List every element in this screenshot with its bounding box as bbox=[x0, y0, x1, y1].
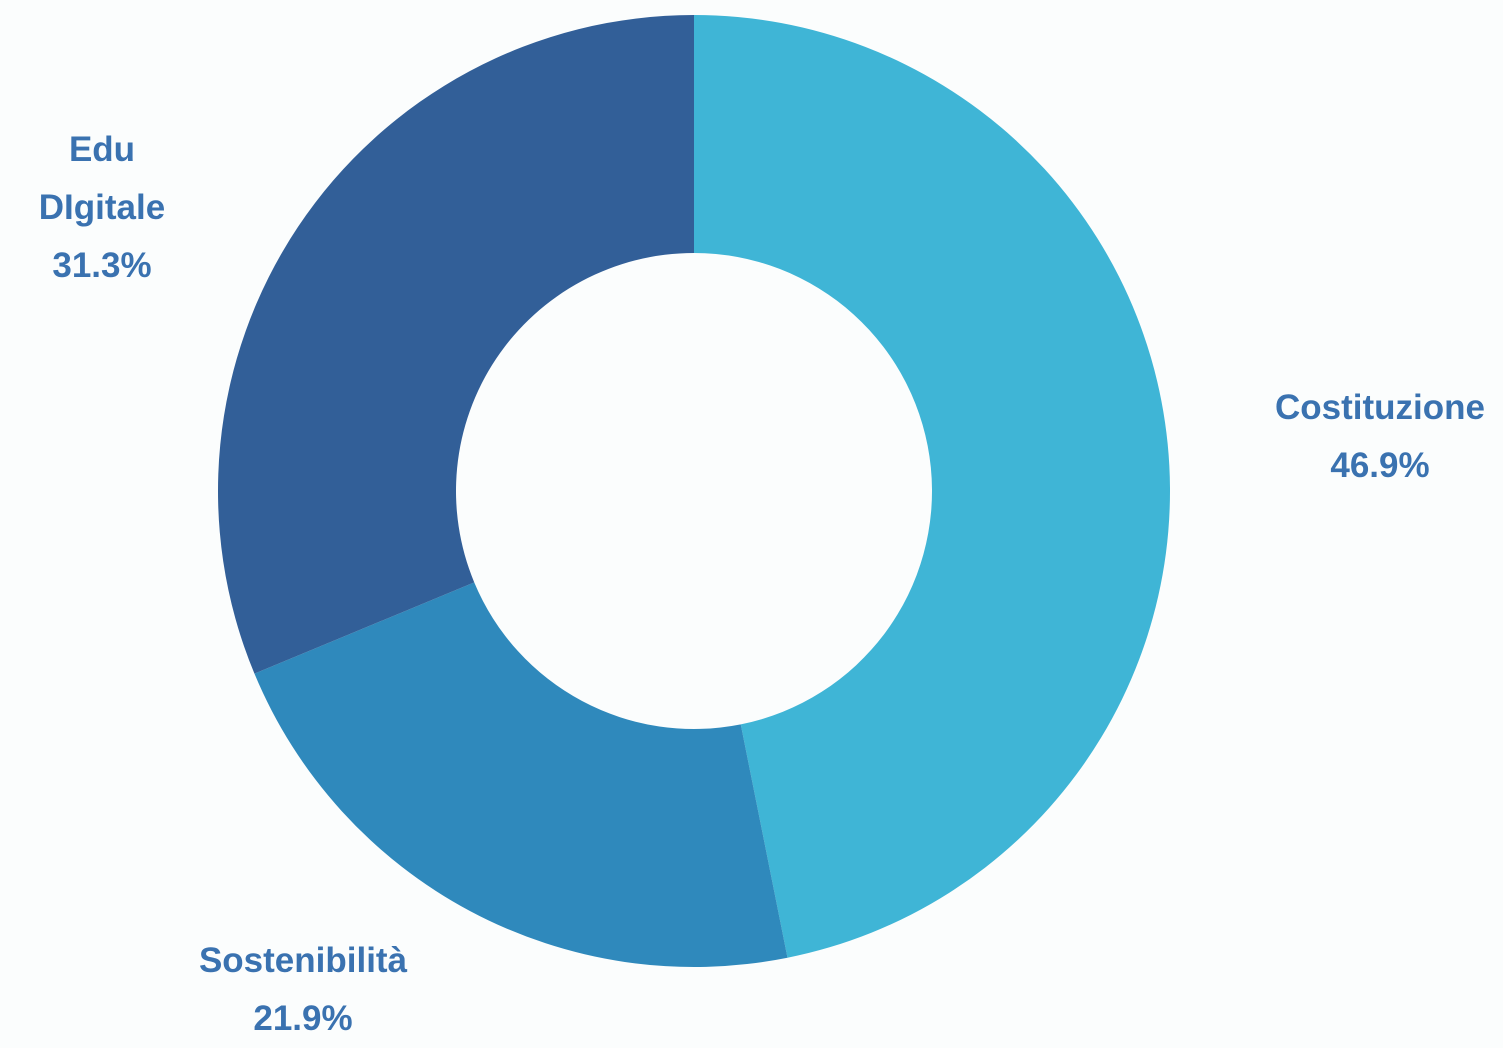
donut-slice bbox=[694, 15, 1171, 958]
category-label: Edu DIgitale bbox=[38, 130, 166, 227]
slice-label: Costituzione 46.9% bbox=[1264, 379, 1496, 495]
donut-slice bbox=[254, 582, 788, 967]
category-label: Costituzione bbox=[1275, 388, 1485, 427]
category-label: Sostenibilità bbox=[198, 941, 408, 980]
slice-label: Edu DIgitale 31.3% bbox=[12, 121, 192, 295]
value-label: 21.9% bbox=[253, 999, 353, 1038]
value-label: 31.3% bbox=[52, 246, 152, 285]
value-label: 46.9% bbox=[1330, 446, 1430, 485]
donut-slice bbox=[217, 15, 694, 674]
slice-label: Sostenibilità 21.9% bbox=[143, 932, 463, 1048]
